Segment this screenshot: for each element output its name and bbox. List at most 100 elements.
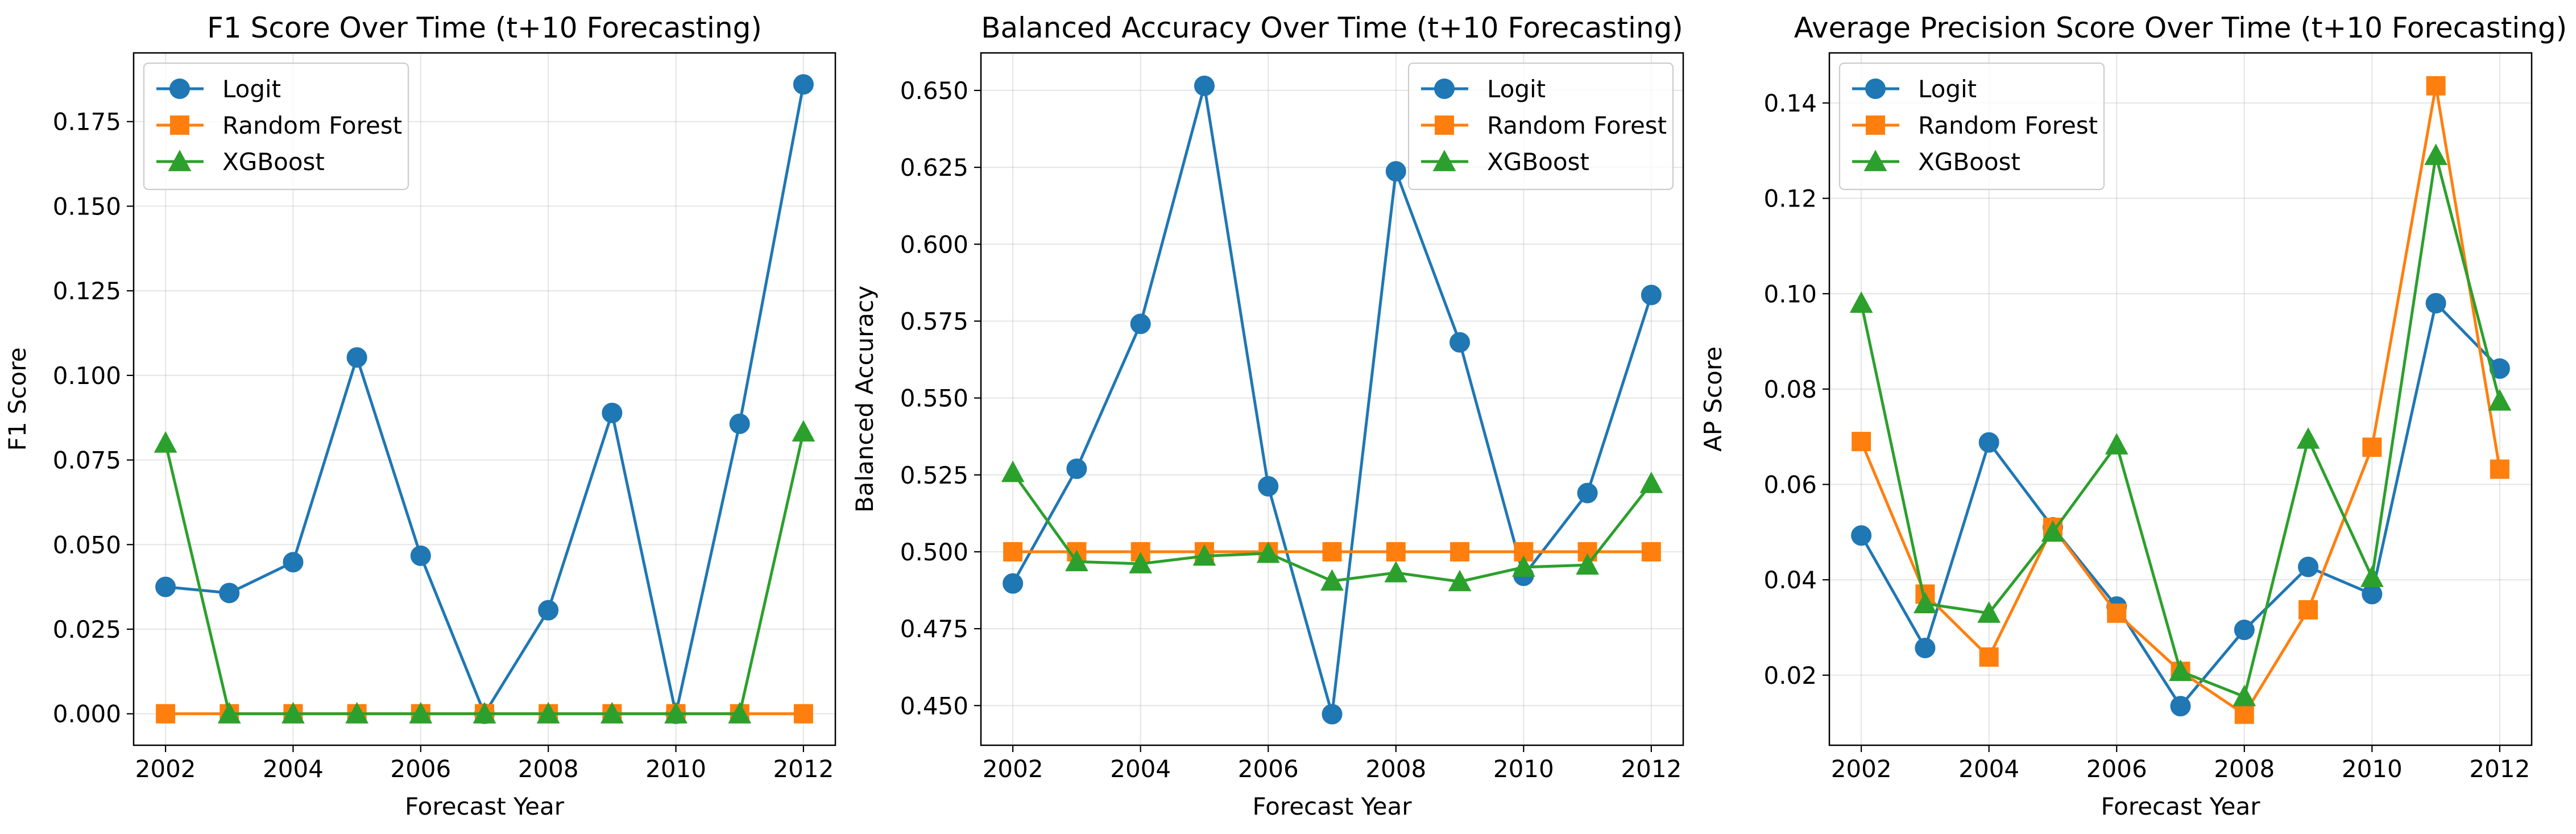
y-tick-label: 0.10: [1763, 280, 1817, 308]
data-point: [2296, 427, 2320, 449]
data-point: [1979, 647, 1999, 667]
y-tick-label: 0.14: [1763, 89, 1817, 117]
data-point: [2490, 459, 2509, 479]
y-tick-label: 0.050: [53, 531, 121, 559]
y-tick-label: 0.075: [53, 447, 121, 474]
data-point: [1639, 472, 1663, 493]
data-point: [1511, 555, 1535, 577]
chart-title: Average Precision Score Over Time (t+10 …: [1794, 11, 2567, 44]
x-tick-label: 2010: [1493, 755, 1554, 783]
subplot-3: 2002 2004 2006 2008 2010 2012 0.02 0.04 0.06 0.08…: [1699, 11, 2567, 820]
data-point: [2362, 437, 2382, 457]
data-point: [2298, 600, 2318, 620]
data-point: [1384, 560, 1408, 583]
legend-entry: Logit: [156, 75, 281, 103]
y-tick-label: 0.150: [53, 192, 121, 220]
y-axis-label: AP Score: [1699, 346, 1727, 452]
y-axis-label: Balanced Accuracy: [851, 286, 879, 513]
legend-marker: [1434, 79, 1455, 99]
legend-marker: [1435, 115, 1454, 135]
legend-box: [143, 62, 409, 191]
data-point: [1577, 482, 1598, 503]
x-tick-label: 2012: [2469, 755, 2530, 783]
data-point: [1852, 432, 1871, 452]
data-point: [1448, 569, 1472, 592]
axes-frame: [980, 52, 1684, 746]
data-point: [1066, 458, 1087, 479]
data-point: [536, 701, 560, 724]
data-point: [409, 701, 433, 724]
legend-marker: [168, 150, 192, 171]
data-point: [1851, 525, 1872, 546]
legend-label: XGBoost: [222, 148, 325, 176]
data-point: [410, 545, 431, 566]
legend-label: Random Forest: [1487, 112, 1667, 139]
y-tick-label: 0.450: [900, 692, 968, 720]
x-tick-label: 2004: [1958, 755, 2019, 783]
legend-label: Random Forest: [222, 112, 402, 139]
legend-box: [1407, 62, 1674, 191]
data-point: [473, 701, 496, 724]
data-point: [156, 704, 176, 724]
data-point: [2424, 143, 2447, 166]
x-axis-label: Forecast Year: [405, 792, 565, 820]
data-point: [1192, 544, 1216, 566]
data-point: [1258, 476, 1279, 497]
x-tick-label: 2006: [1238, 755, 1299, 783]
data-point: [345, 701, 369, 724]
subplot-2: 2002 2004 2006 2008 2010 2012 0.450 0.475 0.500 0…: [851, 11, 1684, 820]
legend-entry: Logit: [1852, 75, 1977, 103]
data-point: [1386, 542, 1406, 561]
y-tick-label: 0.02: [1763, 662, 1817, 690]
data-point: [1320, 569, 1344, 591]
y-tick-label: 0.175: [53, 108, 121, 136]
data-point: [2169, 659, 2192, 681]
chart-title: F1 Score Over Time (t+10 Forecasting): [207, 11, 762, 44]
y-axis-label: F1 Score: [3, 348, 31, 451]
x-tick-label: 2008: [1365, 755, 1426, 783]
y-tick-label: 0.625: [900, 154, 968, 181]
legend-entry: Random Forest: [1852, 112, 2098, 139]
y-tick-label: 0.550: [900, 385, 968, 412]
data-point: [154, 431, 177, 453]
data-point: [793, 74, 814, 95]
legend-entry: Random Forest: [1421, 112, 1667, 139]
data-point: [2425, 293, 2446, 314]
y-tick-label: 0.100: [53, 362, 121, 390]
x-axis-label: Forecast Year: [2101, 792, 2261, 820]
x-axis-label: Forecast Year: [1253, 792, 1413, 820]
data-point: [664, 701, 688, 724]
data-point: [1576, 553, 1599, 575]
data-point: [1914, 592, 1937, 613]
legend: Logit Random Forest XGBoost: [143, 62, 409, 191]
y-tick-label: 0.125: [53, 277, 121, 305]
data-point: [155, 576, 176, 597]
legend-label: Logit: [1918, 75, 1977, 103]
y-tick-label: 0.525: [900, 461, 968, 489]
data-point: [281, 701, 305, 724]
data-point: [1322, 542, 1342, 561]
x-tick-label: 2002: [135, 755, 196, 783]
y-tick-label: 0.600: [900, 230, 968, 258]
data-point: [2298, 556, 2319, 577]
data-point: [1003, 573, 1024, 594]
data-point: [729, 413, 750, 434]
x-tick-label: 2008: [2214, 755, 2275, 783]
data-point: [2234, 704, 2254, 724]
data-point: [1322, 704, 1343, 725]
legend-entry: XGBoost: [1852, 148, 2020, 176]
y-tick-label: 0.04: [1763, 566, 1817, 594]
data-point: [1130, 313, 1151, 335]
data-point: [1194, 75, 1215, 96]
data-point: [793, 704, 813, 724]
data-point: [2234, 620, 2255, 641]
x-tick-label: 2004: [263, 755, 324, 783]
data-point: [1001, 460, 1025, 482]
data-point: [1641, 542, 1661, 561]
legend-marker: [1866, 115, 1885, 135]
data-point: [2233, 684, 2256, 707]
legend-label: Logit: [222, 75, 281, 103]
data-point: [600, 701, 624, 724]
data-point: [1641, 284, 1662, 305]
